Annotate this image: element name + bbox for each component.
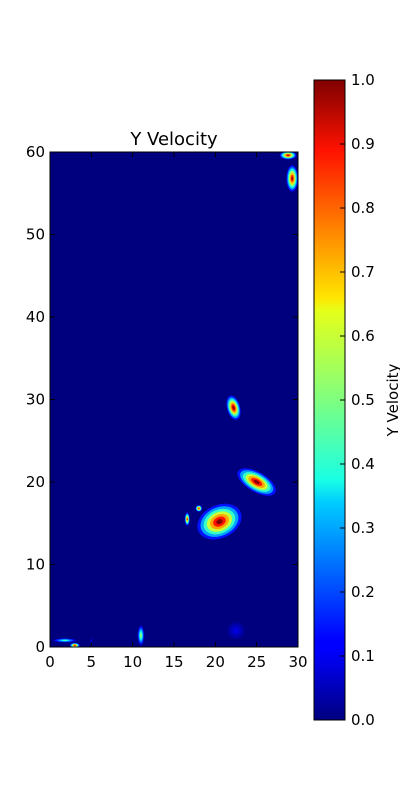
- colorbar-tick-label: 0.8: [351, 199, 375, 217]
- colorbar-tick-label: 0.0: [351, 711, 375, 729]
- x-tick-label: 5: [87, 653, 97, 671]
- velocity-contour: [140, 634, 142, 637]
- colorbar-axis: 0.0 0.1 0.2 0.3 0.4 0.5 0.6 0.7 0.8 0.9 1.0: [340, 71, 375, 729]
- y-tick-label: 10: [26, 556, 45, 574]
- velocity-feature: [226, 621, 246, 640]
- velocity-feature: [69, 642, 80, 647]
- colorbar-tick-label: 0.3: [351, 519, 375, 537]
- x-tick-label: 30: [288, 653, 307, 671]
- y-tick-label: 0: [35, 638, 45, 656]
- colorbar-tick-label: 0.2: [351, 583, 375, 601]
- velocity-feature: [184, 512, 190, 526]
- velocity-contour: [232, 406, 235, 410]
- x-tick-label: 25: [247, 653, 266, 671]
- velocity-contour: [216, 519, 223, 525]
- colorbar-tick-label: 0.7: [351, 263, 375, 281]
- velocity-feature: [279, 152, 297, 160]
- y-tick-label: 60: [26, 143, 45, 161]
- colorbar-tick-label: 1.0: [351, 71, 375, 89]
- velocity-contour: [74, 644, 76, 646]
- velocity-feature: [197, 503, 242, 540]
- y-tick-label: 40: [26, 308, 45, 326]
- colorbar-tick-label: 0.1: [351, 647, 375, 665]
- velocity-contour: [198, 507, 200, 509]
- velocity-feature: [137, 625, 145, 646]
- colorbar-tick-label: 0.6: [351, 327, 375, 345]
- velocity-contour: [234, 629, 238, 632]
- velocity-contour: [291, 176, 294, 181]
- velocity-contour: [253, 480, 260, 484]
- y-tick-label: 30: [26, 391, 45, 409]
- colorbar-tick-label: 0.5: [351, 391, 375, 409]
- x-tick-label: 10: [123, 653, 142, 671]
- plot-background: [50, 152, 298, 647]
- velocity-feature: [53, 638, 77, 643]
- x-tick-label: 15: [164, 653, 183, 671]
- velocity-contour: [186, 518, 188, 521]
- y-tick-label: 50: [26, 226, 45, 244]
- x-tick-label: 20: [206, 653, 225, 671]
- velocity-feature: [195, 505, 203, 512]
- x-tick-label: 0: [45, 653, 55, 671]
- chart-title: Y Velocity: [129, 129, 218, 150]
- colorbar-label: Y Velocity: [384, 363, 400, 437]
- velocity-feature: [226, 395, 241, 420]
- velocity-feature: [286, 165, 298, 192]
- y-tick-label: 20: [26, 473, 45, 491]
- velocity-feature: [237, 468, 276, 496]
- x-axis: 0 5 10 15 20 25 30: [45, 152, 308, 671]
- velocity-contour: [286, 154, 290, 156]
- colorbar-tick-label: 0.9: [351, 135, 375, 153]
- colorbar-tick-label: 0.4: [351, 455, 375, 473]
- velocity-field: [53, 152, 298, 647]
- velocity-contour: [63, 639, 67, 641]
- y-axis: 0 10 20 30 40 50 60: [26, 143, 298, 656]
